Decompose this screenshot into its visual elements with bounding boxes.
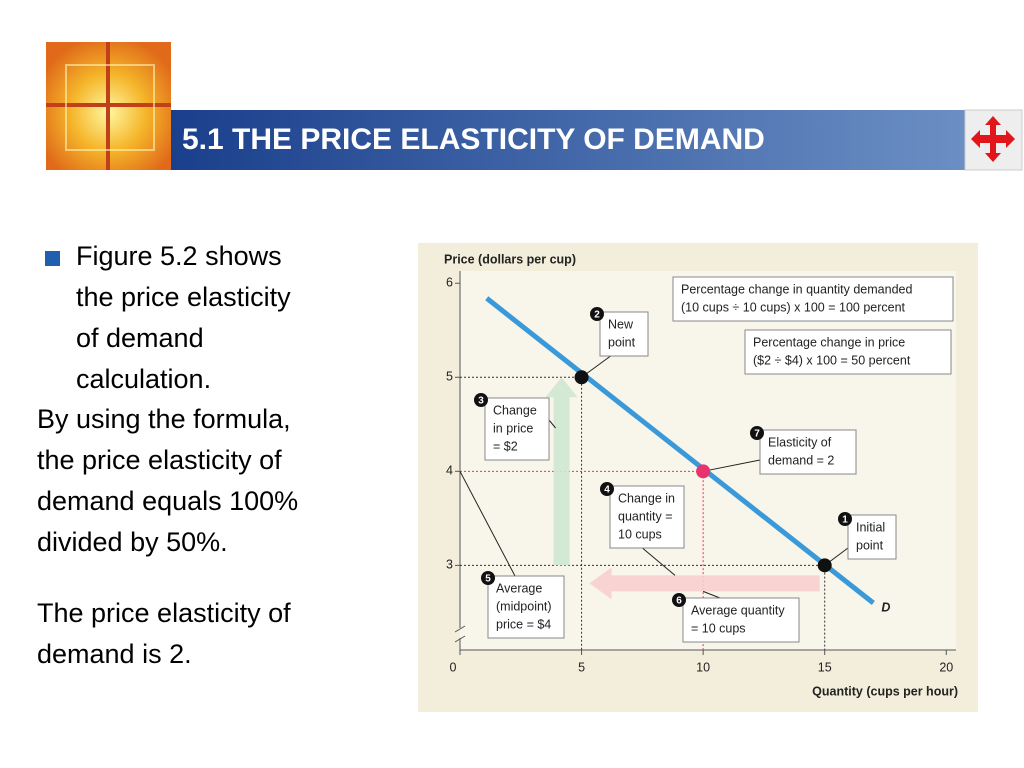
x-axis-label: Quantity (cups per hour) <box>812 684 958 698</box>
leader-line <box>548 419 556 429</box>
annotation-text: 10 cups <box>618 527 662 541</box>
annotation-text: point <box>608 335 636 349</box>
paragraph-line: By using the formula, <box>37 404 291 434</box>
annotation-text: point <box>856 538 884 552</box>
annotation-number: 1 <box>842 515 848 526</box>
annotation-badge <box>474 393 488 407</box>
y-tick-label: 5 <box>446 370 453 384</box>
annotation-box <box>609 485 685 549</box>
y-tick-label: 6 <box>446 276 453 290</box>
leader-line <box>702 590 721 599</box>
axis-break <box>454 625 466 643</box>
y-tick-label: 3 <box>446 558 453 572</box>
annotation-text: Change <box>493 403 537 417</box>
x-tick-label: 5 <box>578 660 585 674</box>
annotation-box <box>484 397 550 461</box>
annotation-number: 4 <box>604 485 610 496</box>
annotation-text: in price <box>493 421 533 435</box>
slide-title: 5.1 THE PRICE ELASTICITY OF DEMAND <box>182 123 765 156</box>
annotation-text: Average <box>496 581 542 595</box>
note-text: Percentage change in quantity demanded <box>681 282 912 296</box>
y-tick-label: 4 <box>446 464 453 478</box>
paragraph-line: the price elasticity of <box>37 445 282 475</box>
note-text: Percentage change in price <box>753 335 905 349</box>
annotation-badge <box>838 512 852 526</box>
y-axis-label: Price (dollars per cup) <box>444 252 576 266</box>
paragraph-line: The price elasticity of <box>37 598 291 628</box>
annotation-text: Average quantity <box>691 603 785 617</box>
annotation-text: Change in <box>618 491 675 505</box>
annotation-text: New <box>608 317 634 331</box>
bullet-line: calculation. <box>76 364 211 394</box>
change-quantity-arrow <box>589 567 820 600</box>
bullet-line: of demand <box>76 323 204 353</box>
annotation-text: quantity = <box>618 509 673 523</box>
bullet-marker <box>45 251 60 266</box>
annotation-badge <box>750 426 764 440</box>
x-tick-label: 15 <box>818 660 832 674</box>
point <box>817 558 832 573</box>
annotation-text: Elasticity of <box>768 435 832 449</box>
note-text: ($2 ÷ $4) x 100 = 50 percent <box>753 353 911 367</box>
leader-line <box>459 471 516 577</box>
point <box>696 464 711 479</box>
annotation-badge <box>590 307 604 321</box>
title-bar <box>170 110 965 170</box>
annotation-number: 2 <box>594 310 600 321</box>
series-label: D <box>881 600 890 614</box>
annotation-number: 6 <box>676 596 682 607</box>
annotation-text: = $2 <box>493 439 518 453</box>
bullet-line: Figure 5.2 shows <box>76 241 282 271</box>
x-tick-label: 0 <box>450 660 457 674</box>
leader-line <box>639 545 676 576</box>
x-tick-label: 10 <box>696 660 710 674</box>
annotation-text: = 10 cups <box>691 621 746 635</box>
annotation-number: 5 <box>485 574 491 585</box>
annotation-badge <box>600 482 614 496</box>
demand-line <box>485 296 875 605</box>
note-text: (10 cups ÷ 10 cups) x 100 = 100 percent <box>681 300 906 314</box>
annotation-box <box>682 597 800 643</box>
annotation-number: 3 <box>478 396 484 407</box>
annotation-number: 7 <box>754 429 760 440</box>
paragraph-line: demand is 2. <box>37 639 192 669</box>
guide-line <box>460 470 704 650</box>
logo-frame <box>65 64 155 151</box>
annotation-box <box>599 311 649 357</box>
note-box <box>672 276 954 322</box>
annotation-text: demand = 2 <box>768 453 834 467</box>
bullet-line: the price elasticity <box>76 282 291 312</box>
point <box>574 370 589 385</box>
change-price-arrow <box>545 377 578 566</box>
annotation-badge <box>481 571 495 585</box>
paragraph-line: divided by 50%. <box>37 527 228 557</box>
annotation-text: price = $4 <box>496 617 551 631</box>
annotation-text: (midpoint) <box>496 599 552 613</box>
leader-line <box>703 459 761 472</box>
annotation-box <box>847 514 897 560</box>
annotation-box <box>759 429 857 475</box>
x-tick-label: 20 <box>939 660 953 674</box>
nav-arrows[interactable] <box>971 116 1015 162</box>
annotation-box <box>487 575 565 639</box>
paragraph-line: demand equals 100% <box>37 486 298 516</box>
note-box <box>744 329 952 375</box>
annotation-badge <box>672 593 686 607</box>
annotation-text: Initial <box>856 520 885 534</box>
